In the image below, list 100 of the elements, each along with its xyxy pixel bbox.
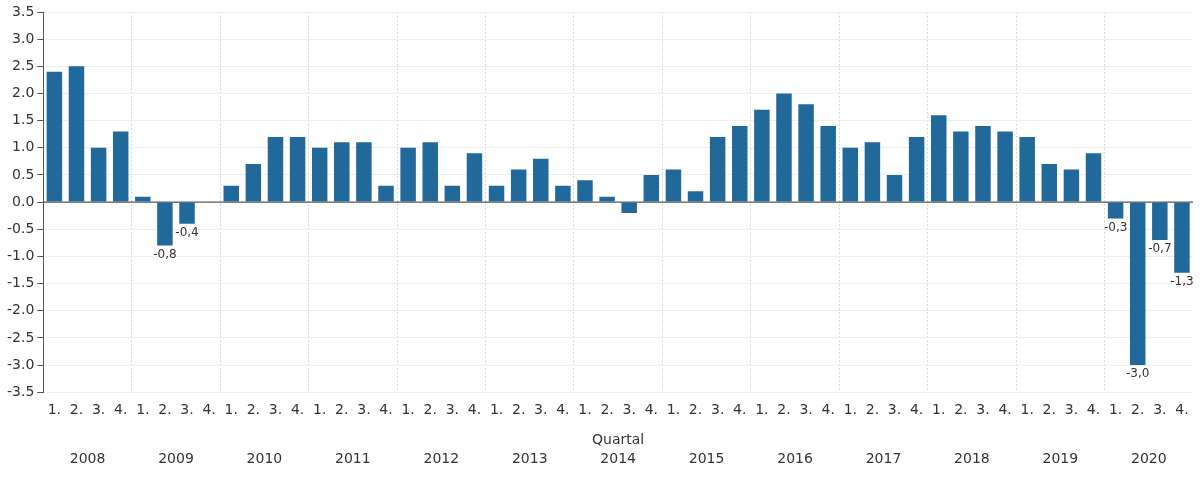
bar (90, 147, 107, 202)
bar (842, 147, 859, 202)
bar (1107, 202, 1124, 219)
text: 2012 (423, 449, 460, 466)
bar (378, 185, 394, 202)
bar (820, 126, 836, 202)
y-tick-label: 3.5 (12, 2, 35, 19)
text: 2011 (335, 449, 371, 466)
x-tick-label: 2. (246, 401, 261, 418)
x-tick-label: 2. (688, 401, 703, 418)
x-tick-label: 1. (401, 401, 415, 418)
y-tick-label: 0.0 (12, 192, 35, 209)
x-tick-label: 1. (489, 401, 504, 418)
bar (135, 196, 151, 202)
y-tick-label: -3.5 (6, 382, 35, 399)
text: 2018 (954, 449, 990, 466)
bar (444, 185, 461, 202)
x-tick-label: 4. (909, 401, 924, 418)
bar (1085, 153, 1102, 202)
x-tick-label: 4. (998, 401, 1012, 418)
x-tick-label: 3. (91, 401, 106, 418)
bar (754, 109, 770, 202)
x-tick-label: 1. (47, 401, 62, 418)
x-tick-label: 2. (600, 401, 614, 418)
text: 2016 (777, 449, 813, 466)
x-tick-label: 3. (887, 401, 902, 418)
y-tick-label: -2.5 (6, 328, 35, 345)
bar (157, 202, 173, 246)
x-tick-label: 3. (357, 401, 371, 418)
bar (665, 169, 682, 202)
x-tick-label: 1. (313, 401, 327, 418)
x-tick-label: 3. (976, 401, 990, 418)
x-tick-label: 4. (556, 401, 570, 418)
x-tick-label: 2. (865, 401, 880, 418)
x-tick-label: 4. (1086, 401, 1101, 418)
x-tick-label: 1. (224, 401, 238, 418)
x-tick-label: 3. (710, 401, 725, 418)
x-tick-label: 3. (622, 401, 636, 418)
y-tick-label: 2.5 (12, 56, 35, 73)
bar (1041, 164, 1058, 202)
x-tick-label: 2. (335, 401, 349, 418)
bar (267, 136, 284, 202)
x-tick-label: 4. (821, 401, 835, 418)
bar (1019, 136, 1035, 202)
x-tick-label: 3. (534, 401, 548, 418)
bar (466, 153, 483, 202)
x-tick-label: 4. (1175, 401, 1189, 418)
x-tick-label: 4. (202, 401, 216, 418)
x-tick-label: 2. (1042, 401, 1056, 418)
bar (311, 147, 328, 202)
bar (997, 131, 1013, 202)
y-tick-label: -1.5 (6, 274, 35, 291)
x-tick-label: 4. (114, 401, 128, 418)
bar (245, 164, 262, 202)
text: 2017 (865, 449, 902, 466)
x-tick-label: 3. (799, 401, 813, 418)
data-label: -0,3 (1103, 219, 1128, 234)
text: 2008 (69, 449, 106, 466)
text: 2009 (158, 449, 194, 466)
bar (334, 142, 350, 202)
y-tick-label: 1.0 (12, 138, 35, 155)
y-tick-label: 1.5 (12, 111, 35, 128)
bar (112, 131, 129, 202)
x-tick-label: 1. (666, 401, 681, 418)
x-tick-label: 2. (69, 401, 84, 418)
bar (687, 191, 704, 202)
y-tick-label: -1.0 (6, 247, 35, 264)
x-tick-label: 1. (1108, 401, 1123, 418)
bar (510, 169, 527, 202)
bar (886, 174, 903, 202)
x-tick-label: 4. (467, 401, 482, 418)
x-tick-label: 2. (777, 401, 791, 418)
bar (864, 142, 881, 202)
text: 2014 (600, 449, 637, 466)
bar (953, 131, 969, 202)
x-tick-label: 1. (843, 401, 857, 418)
x-tick-label: 3. (268, 401, 283, 418)
bar (223, 185, 239, 202)
x-tick-label: 1. (1020, 401, 1034, 418)
bar (422, 142, 438, 202)
y-tick-label: 3.0 (12, 29, 35, 46)
text: 2013 (511, 449, 548, 466)
x-tick-label: 3. (1064, 401, 1079, 418)
y-tick-label: -3.0 (6, 355, 35, 372)
bar (289, 136, 306, 202)
data-label: -0,4 (175, 224, 199, 239)
bar (1152, 202, 1168, 241)
bar (908, 136, 925, 202)
bar (621, 202, 637, 213)
bar (732, 126, 748, 202)
bar (599, 196, 615, 202)
bar (709, 136, 726, 202)
x-tick-label: 4. (379, 401, 393, 418)
bar (931, 115, 947, 202)
bar (577, 180, 593, 202)
bar (46, 71, 63, 202)
x-tick-label: 3. (1153, 401, 1167, 418)
y-tick-label: -2.0 (6, 301, 35, 318)
bar (555, 185, 571, 202)
bar (179, 202, 195, 224)
